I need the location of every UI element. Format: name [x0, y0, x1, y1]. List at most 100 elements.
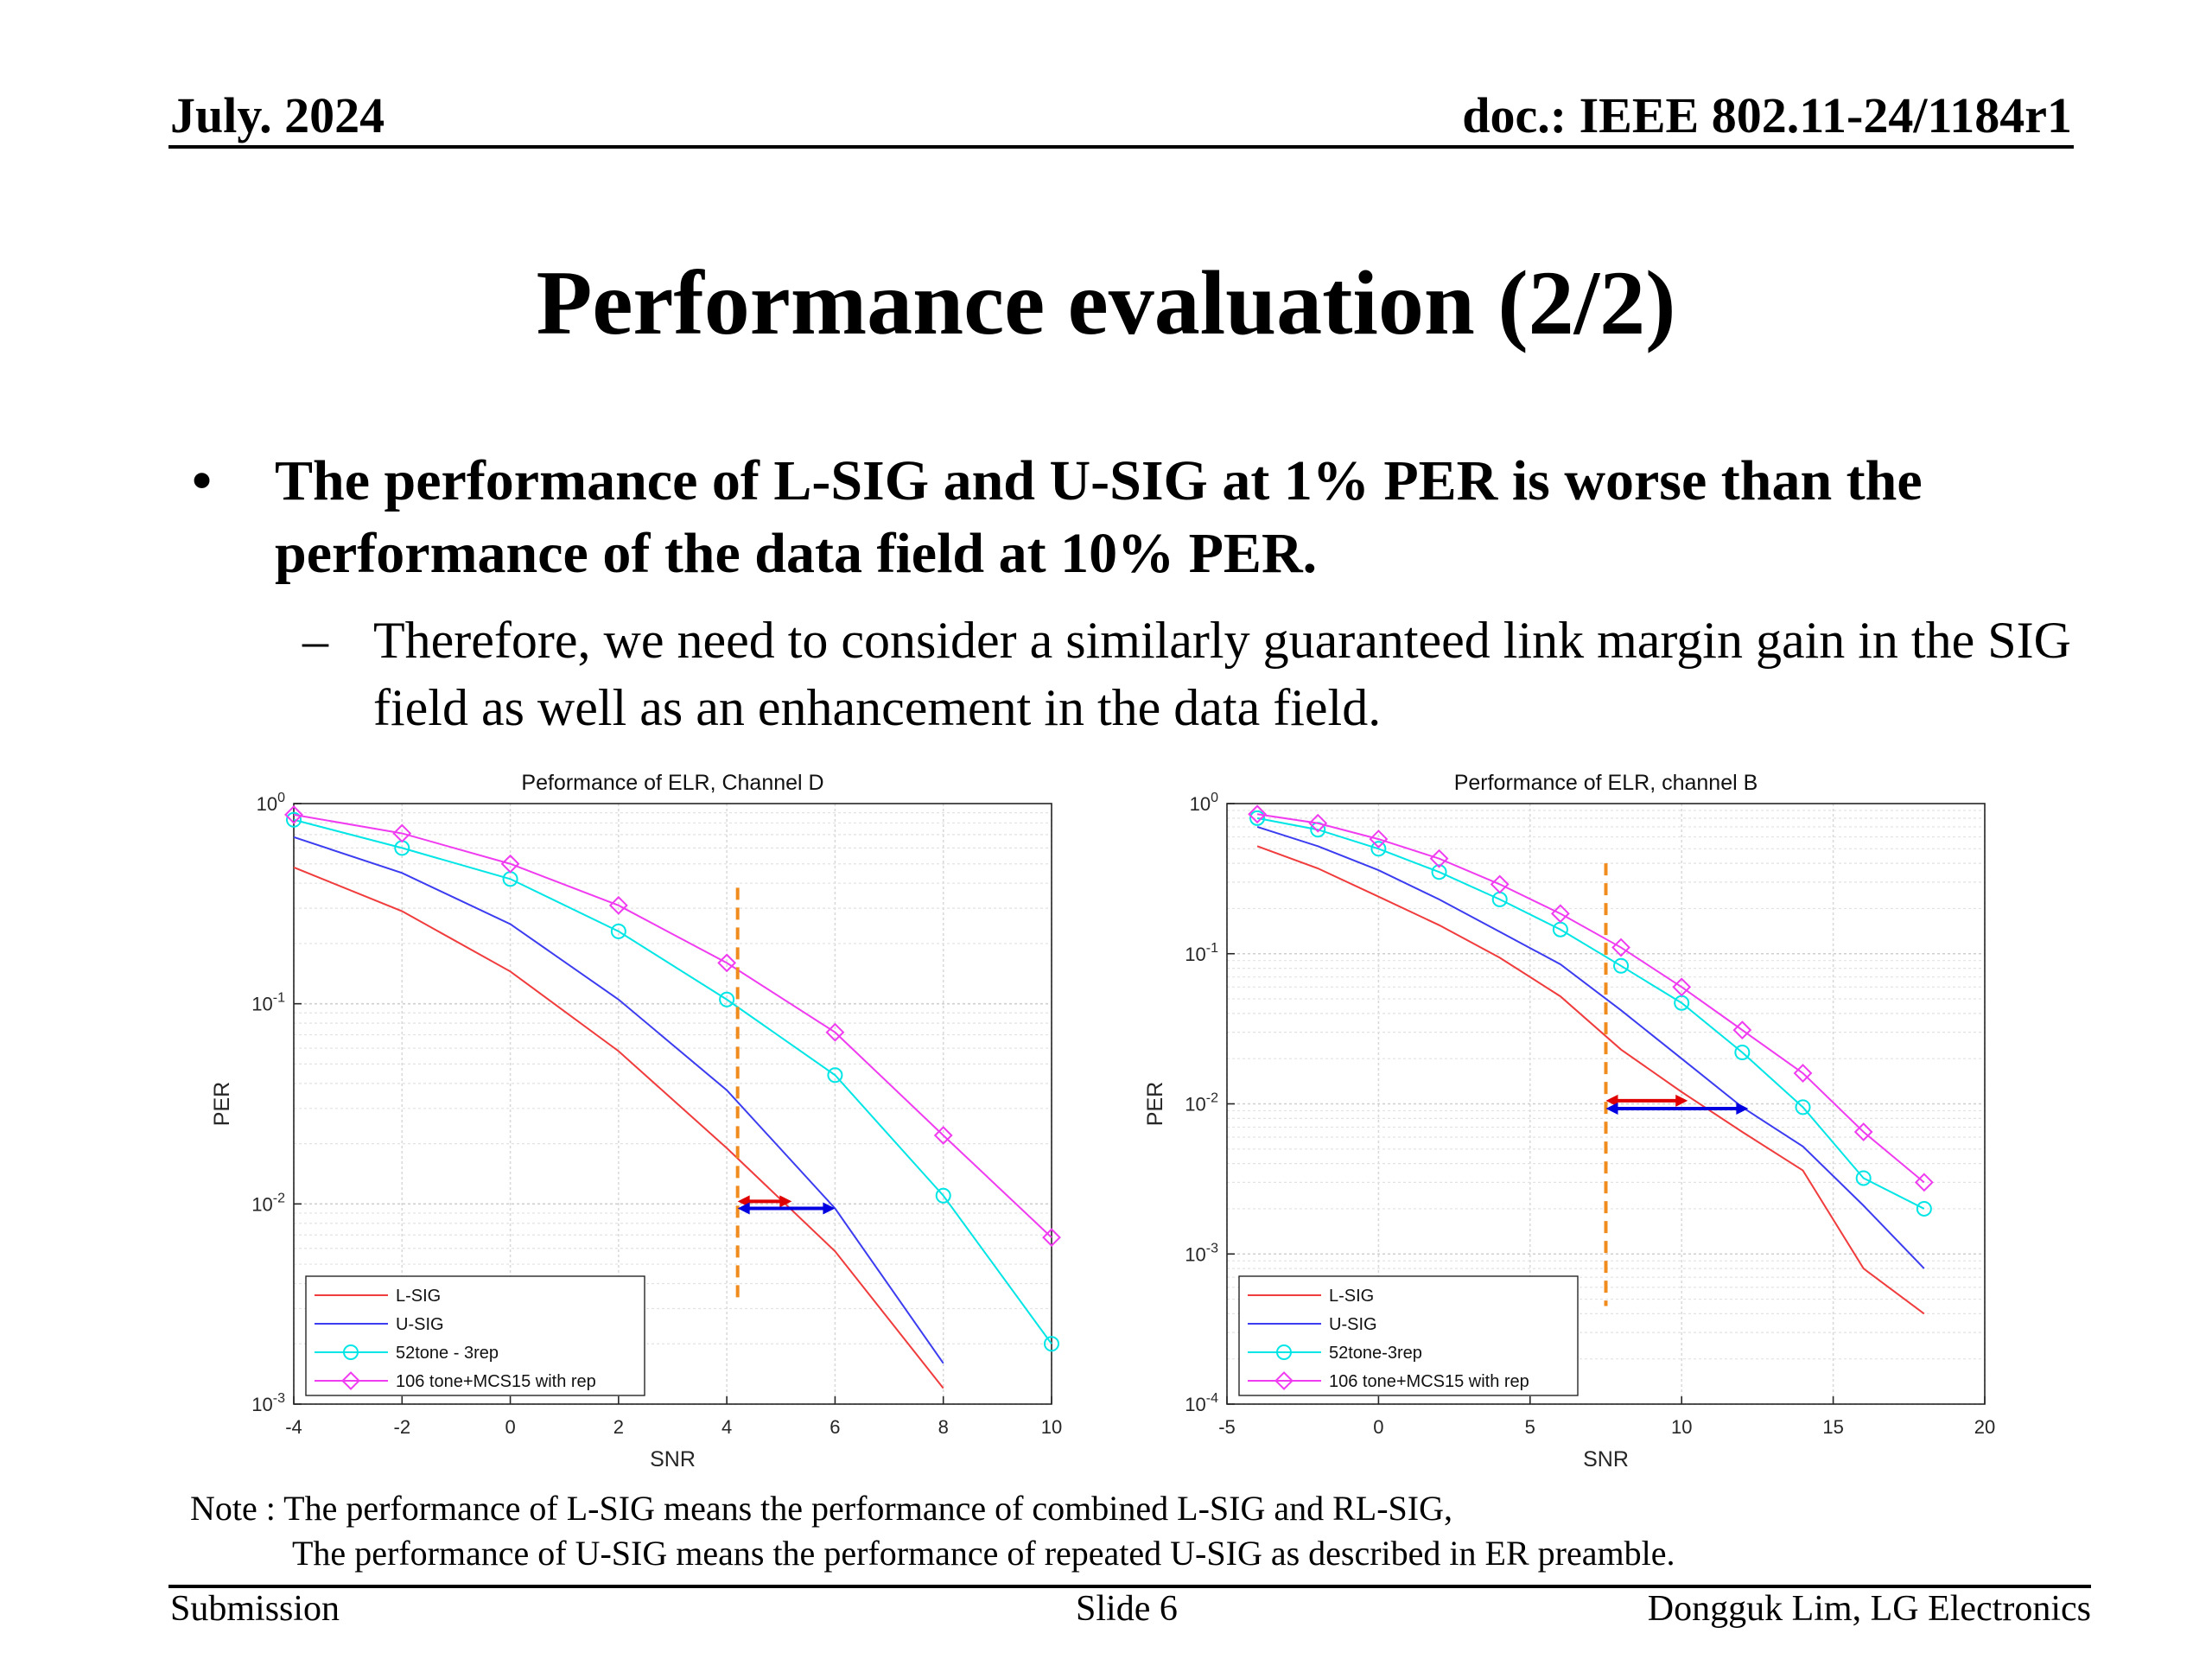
legend-item: L-SIG [315, 1287, 441, 1306]
legend-item: 106 tone+MCS15 with rep [1248, 1371, 1529, 1391]
data-point [935, 1187, 951, 1204]
x-tick-label: 10 [1041, 1416, 1062, 1438]
data-point [608, 895, 628, 915]
data-point [1042, 1228, 1061, 1248]
slide-title: Performance evaluation (2/2) [536, 252, 1676, 353]
data-point [1490, 874, 1510, 894]
data-point [719, 991, 735, 1007]
chart-title: Performance of ELR, channel B [1454, 771, 1758, 795]
y-axis-label: PER [1143, 1082, 1167, 1126]
x-tick-label: -2 [394, 1416, 411, 1438]
data-point [1248, 804, 1267, 824]
data-point [1369, 830, 1389, 849]
data-point [1855, 1170, 1872, 1186]
data-point [1276, 1344, 1292, 1360]
footer-slide-number: Slide 6 [1076, 1589, 1178, 1629]
bullet-glyph: • [192, 449, 213, 512]
y-axis-label: PER [210, 1082, 234, 1126]
x-tick-label: 5 [1525, 1416, 1535, 1438]
series-line [1256, 825, 1925, 1269]
arrow-head-right [1736, 1102, 1749, 1115]
data-point [933, 1126, 953, 1145]
header-date: July. 2024 [170, 87, 385, 143]
data-point [1044, 1336, 1059, 1352]
chart-channel-b: -5 0 5 10 15 20 100 10-1 10-2 10-3 10-4 Performance… [1122, 760, 2037, 1482]
data-point [286, 811, 302, 828]
y-tick-label: 10-3 [251, 1391, 285, 1415]
data-point [1308, 813, 1328, 833]
y-tick-label: 10-2 [251, 1191, 285, 1215]
main-bullet: The performance of L-SIG and U-SIG at 1%… [275, 449, 1923, 585]
series-line [293, 818, 1052, 1344]
note-line-2: The performance of U-SIG means the perfo… [292, 1534, 1675, 1573]
data-point [1611, 938, 1630, 957]
arrow-head-left [1605, 1102, 1618, 1115]
data-point [1274, 1371, 1294, 1390]
data-point [1732, 1020, 1752, 1040]
data-point [1431, 864, 1447, 880]
x-tick-label: 10 [1671, 1416, 1692, 1438]
series-line [1256, 817, 1925, 1210]
axes-box [293, 803, 1052, 1405]
data-point [1795, 1099, 1811, 1116]
x-axis-label: SNR [1583, 1447, 1629, 1471]
x-tick-label: -4 [285, 1416, 302, 1438]
legend-label: L-SIG [396, 1287, 441, 1306]
legend-label: 106 tone+MCS15 with rep [1329, 1372, 1529, 1391]
y-tick-label: 10-1 [251, 991, 285, 1015]
data-point [284, 804, 303, 824]
series-line [293, 866, 944, 1389]
data-point [1914, 1173, 1934, 1192]
sub-bullet: Therefore, we need to consider a similar… [373, 612, 2071, 736]
footer-submission: Submission [170, 1589, 340, 1629]
x-tick-label: 2 [613, 1416, 624, 1438]
arrow-head-left [737, 1202, 750, 1215]
data-point [717, 953, 737, 973]
series-4 [284, 804, 1061, 1248]
header-rule [168, 145, 2074, 149]
arrow-head-left [1605, 1094, 1618, 1107]
data-point [827, 1067, 843, 1084]
footer-author: Dongguk Lim, LG Electronics [1647, 1589, 2091, 1629]
series-line [1256, 845, 1925, 1315]
series-4 [1248, 804, 1934, 1192]
arrow-head-right [779, 1195, 792, 1208]
x-tick-label: 6 [830, 1416, 840, 1438]
legend-item: 52tone-3rep [1248, 1344, 1422, 1363]
x-tick-label: 8 [938, 1416, 949, 1438]
data-point [1916, 1200, 1932, 1217]
dash-glyph: – [302, 612, 328, 669]
x-tick-label: 4 [721, 1416, 732, 1438]
data-point [1429, 849, 1449, 868]
chart-title: Peformance of ELR, Channel D [521, 771, 823, 795]
series-line [1256, 813, 1925, 1184]
data-point [1793, 1064, 1813, 1083]
chart-channel-d-svg: -4 -2 0 2 4 6 8 10 100 10-1 10-2 10-3 Peformance of … [210, 771, 1062, 1471]
legend-item: L-SIG [1248, 1287, 1374, 1306]
y-tick-label: 10-1 [1185, 941, 1218, 965]
margin-arrow-2 [737, 1202, 836, 1215]
chart-channel-b-svg: -5 0 5 10 15 20 100 10-1 10-2 10-3 10-4 Performance… [1143, 771, 1995, 1471]
x-tick-label: -5 [1218, 1416, 1236, 1438]
series-line [293, 813, 1052, 1238]
x-tick-label: 0 [1373, 1416, 1383, 1438]
x-tick-label: 15 [1822, 1416, 1843, 1438]
arrow-head-right [1675, 1094, 1688, 1107]
header-doc-id: doc.: IEEE 802.11-24/1184r1 [1462, 87, 2072, 143]
data-point [343, 1344, 359, 1360]
series-3 [286, 811, 1059, 1352]
data-point [1853, 1122, 1873, 1141]
footer-rule [168, 1585, 2091, 1588]
data-point [1370, 841, 1387, 857]
y-tick-label: 10-3 [1185, 1241, 1218, 1265]
x-tick-label: 20 [1974, 1416, 1995, 1438]
legend-label: 52tone - 3rep [396, 1344, 499, 1363]
y-tick-label: 10-4 [1185, 1391, 1218, 1415]
legend: L-SIG U-SIG 52tone - 3rep 106 tone+MCS15 wi… [305, 1275, 645, 1396]
legend-label: 106 tone+MCS15 with rep [396, 1372, 596, 1391]
legend-item: 106 tone+MCS15 with rep [315, 1371, 596, 1391]
y-tick-label: 100 [1190, 791, 1218, 815]
chart-channel-d: -4 -2 0 2 4 6 8 10 100 10-1 10-2 10-3 Peformance of … [188, 760, 1104, 1482]
data-point [1672, 977, 1692, 997]
legend-label: U-SIG [396, 1315, 444, 1334]
